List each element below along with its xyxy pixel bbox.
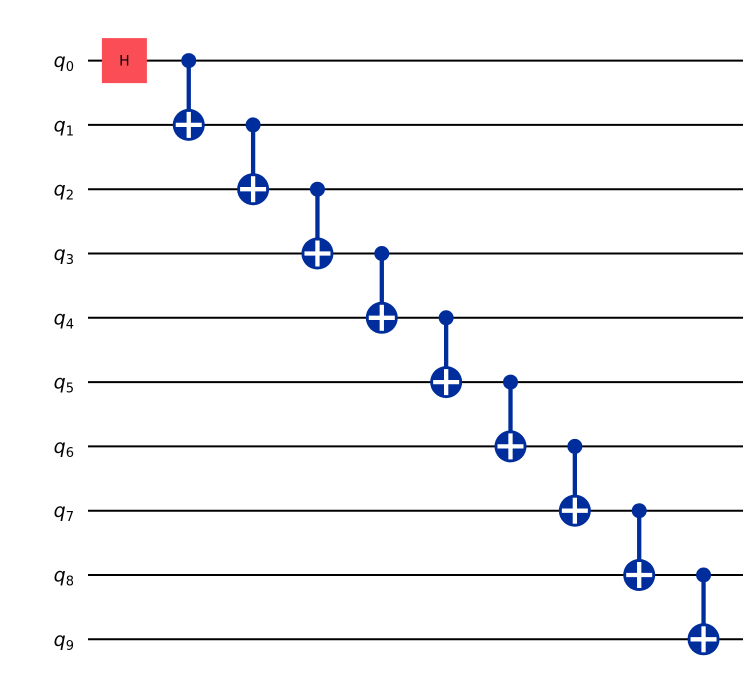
cx-control-dot	[567, 438, 583, 454]
cx-gate-q4-q5	[430, 310, 463, 399]
qubit-label-q1: q1	[54, 114, 74, 139]
qubit-label-q2: q2	[54, 179, 74, 204]
cx-control-dot	[245, 117, 261, 133]
qubit-label-q8: q8	[54, 565, 74, 590]
cx-control-dot	[181, 53, 197, 69]
cx-gate-q6-q7	[558, 438, 591, 527]
cx-gate-q8-q9	[687, 567, 720, 656]
qubit-label-q0: q0	[54, 50, 74, 75]
h-gate-label: H	[119, 54, 130, 70]
qubit-label-q9: q9	[54, 629, 74, 654]
cx-control-dot	[696, 567, 712, 583]
cx-gate-q1-q2	[237, 117, 270, 206]
qubit-label-q6: q6	[54, 436, 74, 461]
cx-gate-q7-q8	[623, 503, 656, 591]
qubit-label-q4: q4	[54, 307, 74, 332]
cx-control-dot	[631, 503, 647, 519]
h-gate-box	[101, 38, 147, 84]
cx-gate-q0-q1	[172, 53, 205, 141]
qubit-label-q7: q7	[54, 500, 74, 525]
qubit-label-q3: q3	[54, 243, 74, 268]
h-gate-q0: H	[101, 38, 147, 84]
qubit-label-q5: q5	[54, 372, 74, 397]
cx-gate-q2-q3	[301, 181, 334, 270]
cx-control-dot	[374, 246, 390, 261]
cx-control-dot	[503, 374, 518, 390]
cx-control-dot	[438, 310, 454, 326]
cx-gate-q5-q6	[494, 374, 527, 463]
cx-gate-q3-q4	[365, 246, 398, 334]
cx-control-dot	[309, 181, 325, 197]
